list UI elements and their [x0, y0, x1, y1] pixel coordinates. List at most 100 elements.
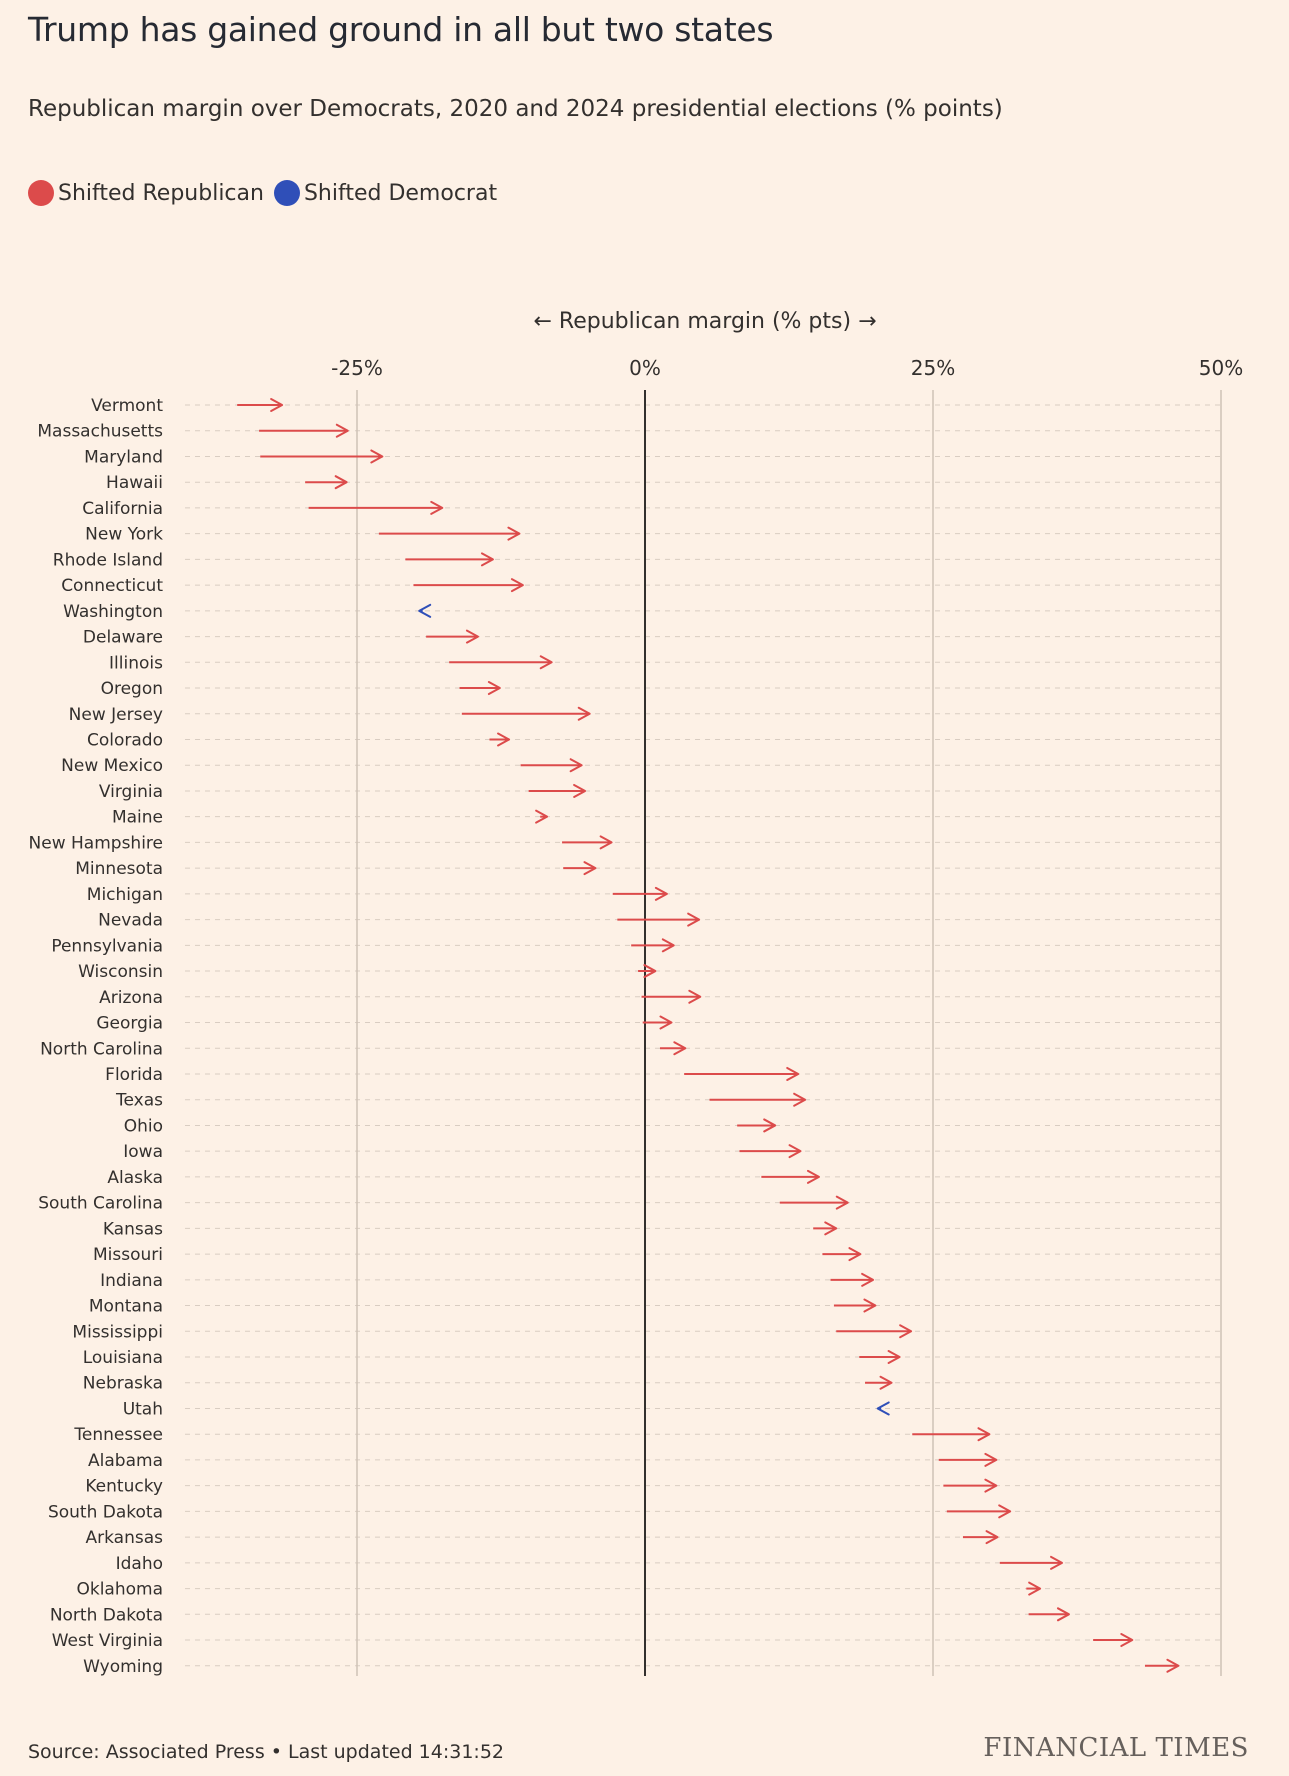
state-label: Alaska [107, 1168, 163, 1188]
state-label: New York [85, 525, 163, 545]
legend-label-democrat: Shifted Democrat [303, 180, 498, 206]
state-label: Colorado [87, 730, 163, 750]
state-arrow [631, 938, 675, 953]
state-label: Connecticut [61, 576, 163, 596]
state-arrow [641, 989, 702, 1004]
legend-swatch-republican [28, 180, 54, 206]
state-label: New Hampshire [29, 833, 163, 853]
state-label: Texas [115, 1091, 163, 1111]
state-arrow [1144, 1658, 1180, 1673]
state-label: Illinois [109, 653, 163, 673]
state-arrow [418, 603, 432, 618]
state-label: Indiana [100, 1271, 163, 1291]
state-arrow [563, 861, 597, 876]
state-label: Kansas [103, 1219, 163, 1239]
state-label: South Dakota [48, 1502, 163, 1522]
publisher-logo: FINANCIAL TIMES [983, 1733, 1249, 1763]
chart-title: Trump has gained ground in all but two s… [28, 10, 774, 49]
state-label: New Mexico [61, 756, 163, 776]
state-arrow [308, 500, 444, 515]
state-label: Wisconsin [78, 962, 163, 982]
state-label: Mississippi [72, 1322, 163, 1342]
state-arrow [237, 398, 284, 412]
state-label: California [82, 499, 163, 519]
state-arrow [638, 964, 657, 979]
state-arrow [822, 1247, 862, 1262]
state-label: Hawaii [106, 473, 163, 493]
state-arrow [779, 1195, 849, 1210]
state-label: Idaho [116, 1554, 163, 1574]
state-arrow [459, 681, 501, 696]
state-label: Montana [89, 1297, 163, 1317]
source-note: Source: Associated Press • Last updated … [28, 1741, 505, 1763]
state-label: Wyoming [83, 1657, 163, 1677]
state-arrow [946, 1504, 1012, 1519]
state-label: Massachusetts [37, 422, 163, 442]
state-label: Nebraska [83, 1374, 163, 1394]
state-label: Virginia [99, 782, 163, 802]
state-arrow [642, 1015, 673, 1030]
state-label: Maryland [84, 447, 163, 467]
legend-label-republican: Shifted Republican [58, 180, 264, 206]
state-arrow [489, 732, 511, 747]
state-arrow [1026, 1581, 1042, 1596]
state-arrow [461, 706, 591, 721]
state-arrow [562, 835, 613, 850]
tick-label: 50% [1199, 356, 1243, 380]
state-label: Minnesota [75, 859, 163, 879]
state-arrow [520, 758, 583, 773]
state-label: Delaware [83, 628, 163, 648]
state-arrow [876, 1401, 890, 1416]
state-arrow [528, 783, 587, 798]
state-label: Ohio [124, 1116, 163, 1136]
state-label: Louisiana [83, 1348, 163, 1368]
state-label: Vermont [91, 396, 163, 416]
state-arrow [737, 1118, 777, 1133]
state-arrow [413, 578, 524, 593]
state-label: Kentucky [85, 1477, 163, 1497]
state-label: Arkansas [86, 1528, 164, 1548]
legend: Shifted Republican Shifted Democrat [28, 180, 497, 206]
state-arrow [813, 1221, 838, 1236]
state-label: Alabama [88, 1451, 163, 1471]
state-arrow [912, 1427, 991, 1442]
state-label: Florida [105, 1065, 163, 1085]
state-label: Pennsylvania [51, 936, 163, 956]
state-arrow [938, 1452, 998, 1467]
state-arrow [260, 449, 384, 464]
state-arrow [709, 1092, 807, 1107]
state-arrow [305, 475, 348, 490]
state-label: North Carolina [40, 1039, 163, 1059]
arrow-chart: ← Republican margin (% pts) → -25% 0% 25% 50… [29, 309, 1244, 1677]
state-arrow [259, 423, 349, 438]
state-arrow [535, 809, 549, 824]
state-arrow [684, 1066, 800, 1081]
state-label: Utah [123, 1399, 163, 1419]
state-label: West Virginia [52, 1631, 163, 1651]
state-arrow [405, 552, 494, 567]
state-label: Arizona [99, 988, 163, 1008]
state-arrow [426, 629, 479, 644]
legend-item-republican: Shifted Republican [28, 180, 264, 206]
tick-label: 0% [629, 356, 661, 380]
state-arrow [962, 1530, 999, 1545]
state-label: South Carolina [38, 1194, 163, 1214]
state-arrow [378, 526, 521, 541]
tick-label: -25% [331, 356, 383, 380]
chart-subtitle: Republican margin over Democrats, 2020 a… [28, 96, 1003, 122]
axis-label: ← Republican margin (% pts) → [534, 309, 877, 334]
state-label: Nevada [98, 911, 163, 931]
state-arrow [833, 1298, 877, 1313]
state-label: Oregon [101, 679, 163, 699]
state-label: Georgia [96, 1014, 163, 1034]
state-arrow [865, 1375, 893, 1390]
state-label: Washington [63, 602, 163, 622]
state-label: Tennessee [73, 1425, 163, 1445]
state-arrow [943, 1478, 998, 1493]
state-label: Iowa [123, 1142, 163, 1162]
legend-item-democrat: Shifted Democrat [273, 180, 498, 206]
state-arrow [830, 1272, 875, 1287]
state-arrow [859, 1350, 901, 1365]
state-label: Maine [112, 808, 163, 828]
state-label: North Dakota [50, 1605, 163, 1625]
